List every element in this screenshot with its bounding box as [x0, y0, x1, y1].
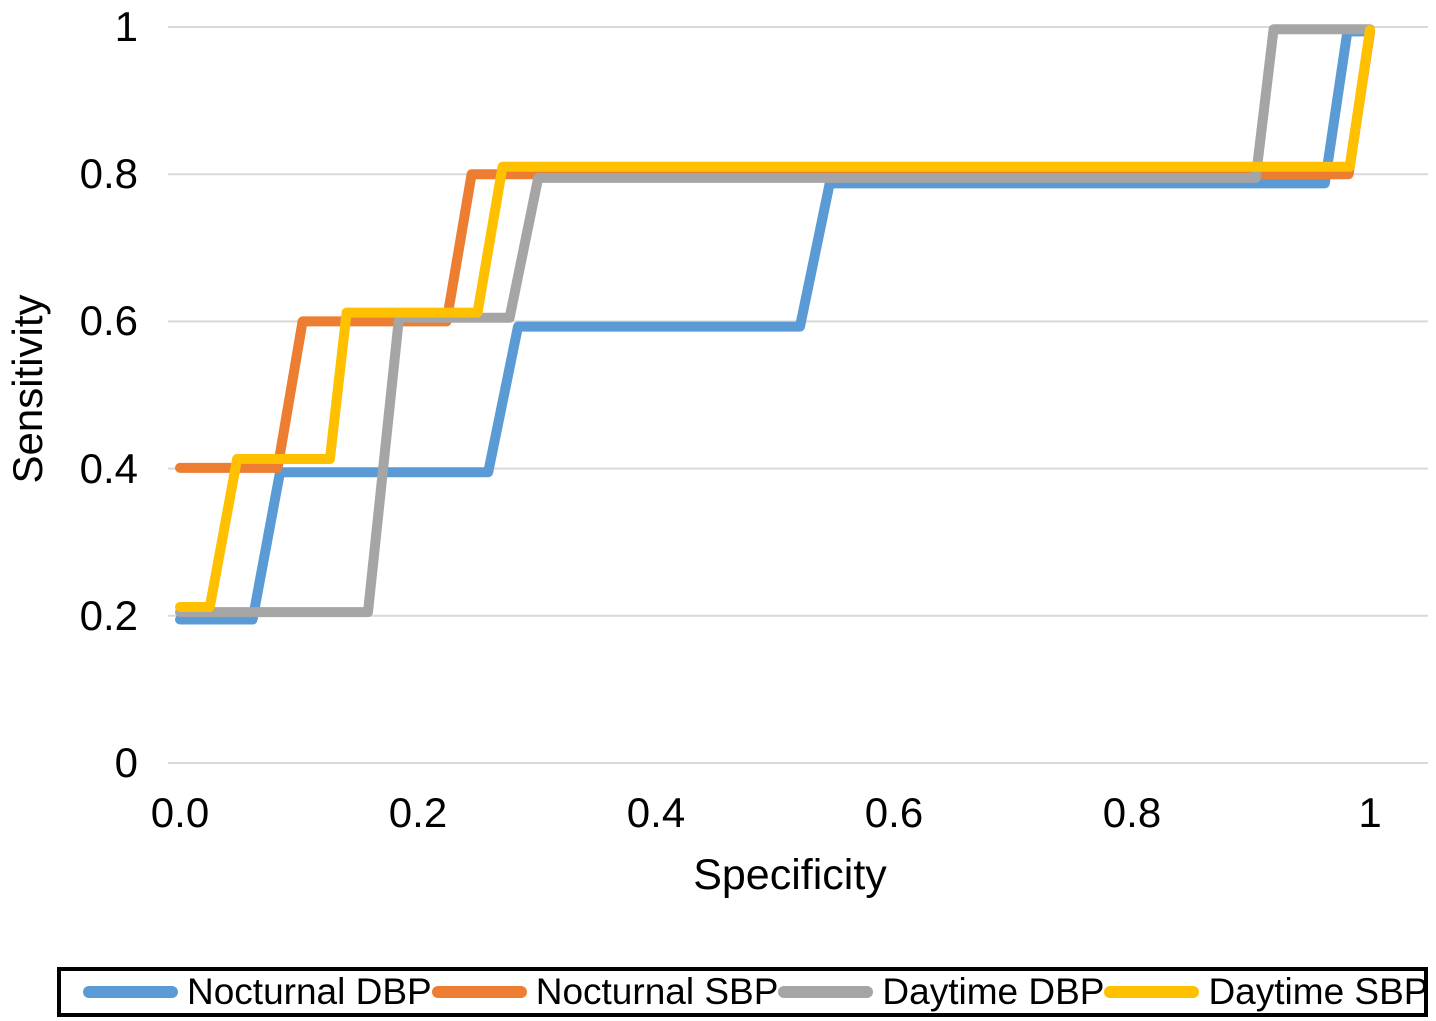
x-tick-label-1: 1: [1358, 789, 1382, 836]
y-axis-title: Sensitivity: [4, 294, 51, 484]
legend-swatch-icon: [1104, 986, 1200, 998]
x-axis-title: Specificity: [693, 851, 887, 899]
x-tick-label-0.4: 0.4: [626, 789, 686, 836]
x-tick-label-0.0: 0.0: [150, 789, 210, 836]
legend-label: Nocturnal SBP: [535, 971, 779, 1012]
legend-item-daytime-dbp: Daytime DBP: [778, 971, 1104, 1013]
y-tick-label-0.8: 0.8: [79, 150, 138, 198]
series-line-daytime-dbp: [175, 24, 1375, 618]
legend-box: Nocturnal DBP Nocturnal SBP Daytime DBP Day…: [57, 967, 1428, 1017]
legend-item-nocturnal-sbp: Nocturnal SBP: [431, 971, 779, 1013]
y-tick-label-0.6: 0.6: [79, 297, 138, 345]
legend-swatch-icon: [778, 986, 874, 998]
series-line-nocturnal-dbp: [175, 26, 1375, 625]
y-tick-label-1: 1: [114, 3, 138, 50]
legend-label: Daytime DBP: [882, 971, 1105, 1012]
x-tick-label-0.6: 0.6: [864, 789, 924, 836]
legend-item-nocturnal-dbp: Nocturnal DBP: [83, 971, 432, 1013]
series-line-nocturnal-sbp: [175, 27, 1375, 473]
legend-item-daytime-sbp: Daytime SBP: [1104, 971, 1428, 1013]
series-line-daytime-sbp: [175, 24, 1375, 612]
y-tick-label-0: 0: [114, 739, 138, 786]
roc-plot-area: [168, 24, 1428, 764]
x-tick-label-0.2: 0.2: [388, 789, 448, 836]
legend-swatch-icon: [431, 986, 527, 998]
legend-swatch-icon: [83, 986, 178, 998]
y-tick-label-0.4: 0.4: [79, 444, 138, 492]
x-tick-label-0.8: 0.8: [1102, 789, 1162, 836]
y-tick-label-0.2: 0.2: [79, 591, 138, 639]
legend-label: Nocturnal DBP: [187, 971, 432, 1012]
legend-label: Daytime SBP: [1208, 971, 1429, 1012]
